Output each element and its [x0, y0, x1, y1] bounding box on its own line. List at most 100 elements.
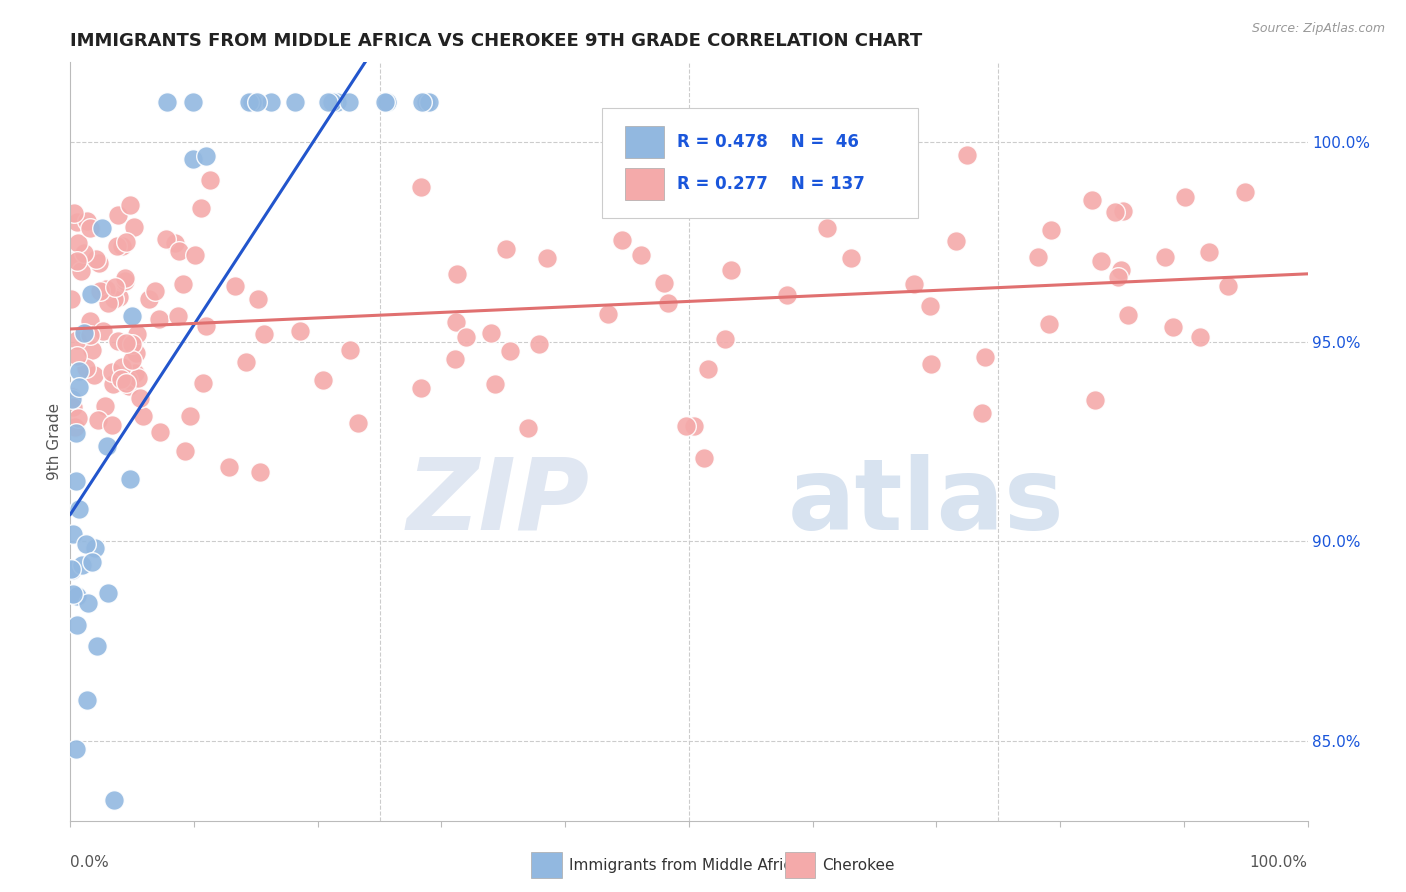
Point	[249, 465, 271, 479]
Point	[411, 95, 433, 110]
Point	[1112, 203, 1135, 218]
Point	[224, 278, 246, 293]
Point	[86, 252, 108, 267]
FancyBboxPatch shape	[602, 108, 918, 218]
Point	[59, 292, 82, 306]
Point	[527, 337, 550, 351]
Point	[247, 293, 270, 307]
Point	[1218, 278, 1240, 293]
Point	[83, 368, 105, 383]
Point	[63, 254, 86, 268]
Point	[191, 376, 214, 390]
Point	[148, 311, 170, 326]
Point	[155, 232, 177, 246]
Point	[253, 326, 276, 341]
Point	[66, 254, 89, 268]
Point	[444, 315, 467, 329]
Point	[195, 319, 218, 334]
Point	[284, 95, 307, 110]
Point	[1090, 254, 1112, 268]
Point	[815, 221, 838, 235]
Point	[63, 206, 86, 220]
Point	[652, 276, 675, 290]
Point	[75, 360, 97, 375]
Point	[657, 295, 679, 310]
Point	[260, 95, 283, 110]
Point	[167, 244, 190, 259]
Point	[62, 527, 84, 541]
Point	[70, 558, 93, 572]
Point	[124, 220, 146, 235]
Point	[107, 208, 129, 222]
Point	[326, 95, 349, 110]
Point	[411, 179, 433, 194]
Point	[96, 439, 118, 453]
Point	[1153, 250, 1175, 264]
Point	[1189, 330, 1212, 344]
Point	[235, 355, 257, 369]
Text: 0.0%: 0.0%	[70, 855, 110, 870]
Point	[1040, 223, 1063, 237]
Point	[66, 236, 89, 251]
Point	[1111, 262, 1133, 277]
Point	[714, 332, 737, 346]
Point	[1081, 193, 1104, 207]
Point	[125, 346, 148, 360]
Point	[103, 793, 125, 807]
Point	[218, 459, 240, 474]
Point	[1026, 250, 1049, 264]
Text: ZIP: ZIP	[406, 454, 591, 550]
Y-axis label: 9th Grade: 9th Grade	[46, 403, 62, 480]
Point	[82, 556, 104, 570]
Point	[446, 267, 468, 281]
Point	[775, 288, 797, 302]
Point	[69, 264, 91, 278]
Point	[107, 239, 129, 253]
Point	[1161, 320, 1184, 334]
Point	[79, 328, 101, 343]
Text: R = 0.478    N =  46: R = 0.478 N = 46	[676, 133, 859, 151]
Point	[129, 391, 152, 405]
Point	[67, 410, 90, 425]
Point	[337, 95, 360, 110]
Point	[1174, 189, 1197, 203]
Point	[240, 95, 263, 110]
FancyBboxPatch shape	[624, 168, 664, 200]
Point	[127, 371, 149, 385]
Point	[194, 149, 217, 163]
Point	[60, 390, 83, 404]
Point	[94, 400, 117, 414]
Point	[166, 309, 188, 323]
Point	[67, 379, 90, 393]
Point	[121, 353, 143, 368]
Point	[121, 309, 143, 323]
Point	[114, 235, 136, 249]
Point	[118, 198, 141, 212]
Point	[87, 412, 110, 426]
Point	[125, 326, 148, 341]
Point	[114, 274, 136, 288]
Point	[1107, 269, 1129, 284]
Point	[598, 307, 620, 321]
Point	[60, 563, 83, 577]
Point	[312, 373, 335, 387]
Point	[1233, 186, 1256, 200]
Point	[67, 364, 90, 378]
Point	[1198, 245, 1220, 260]
Point	[108, 290, 131, 304]
Point	[117, 373, 139, 387]
Point	[479, 326, 502, 340]
Point	[111, 360, 134, 375]
Point	[347, 417, 370, 431]
Point	[60, 392, 83, 406]
Point	[238, 95, 260, 110]
Point	[132, 409, 155, 424]
Point	[1104, 205, 1126, 219]
Point	[111, 238, 134, 252]
Point	[418, 95, 440, 110]
Point	[184, 248, 207, 262]
Point	[79, 314, 101, 328]
Point	[75, 537, 97, 551]
Text: R = 0.277    N = 137: R = 0.277 N = 137	[676, 175, 865, 193]
Point	[67, 501, 90, 516]
